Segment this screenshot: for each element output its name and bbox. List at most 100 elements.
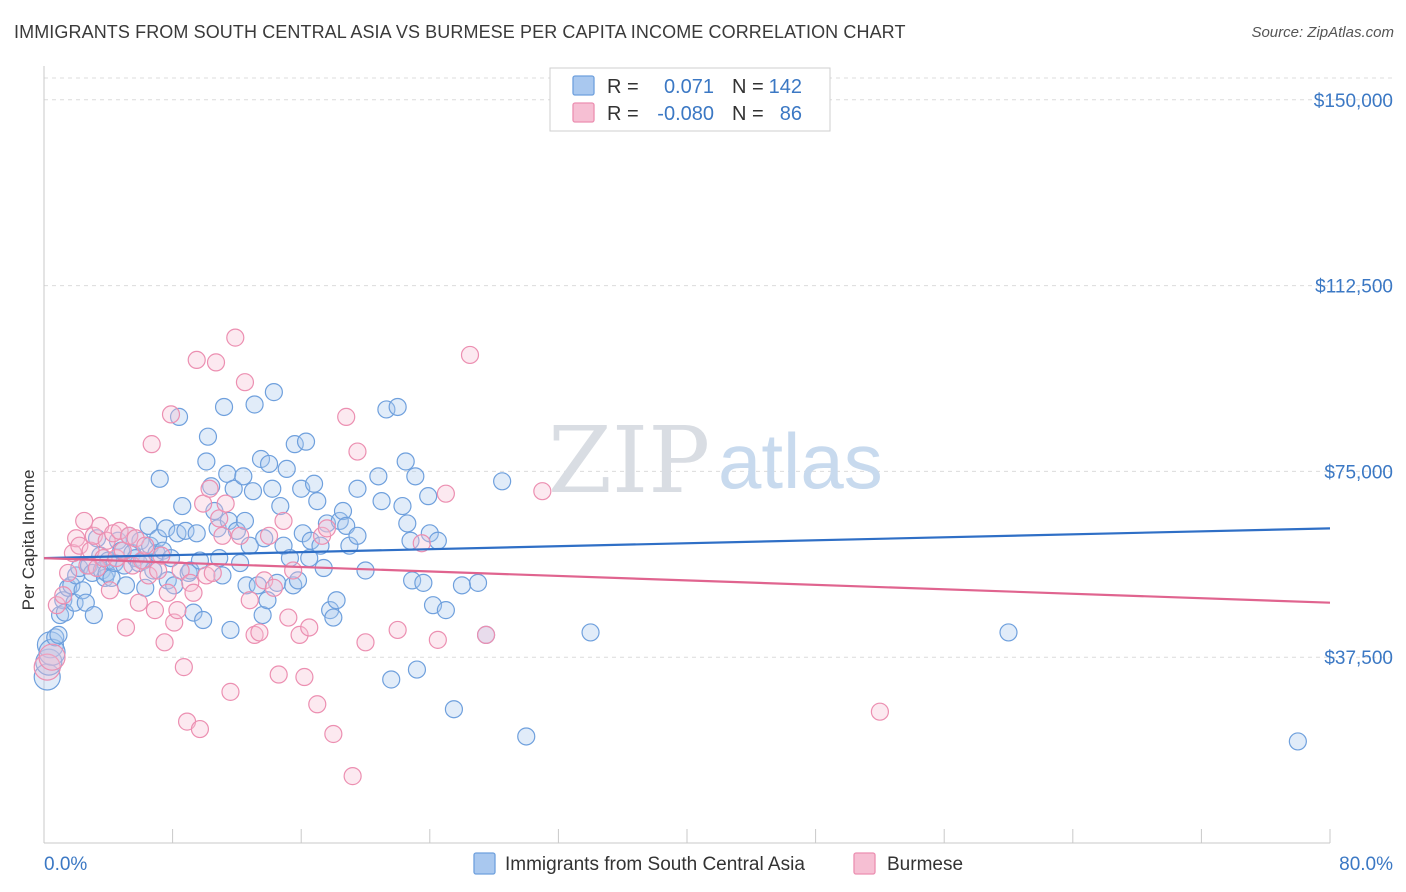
blue-point bbox=[84, 605, 103, 625]
pink-point bbox=[100, 581, 120, 600]
pink-point bbox=[259, 526, 279, 545]
blue-point bbox=[324, 608, 343, 627]
pink-point bbox=[126, 529, 145, 548]
blue-point bbox=[245, 395, 264, 414]
pink-point bbox=[870, 702, 890, 721]
blue-point bbox=[436, 601, 455, 620]
y-tick-label: $75,000 bbox=[1324, 462, 1393, 483]
pink-point bbox=[317, 519, 337, 538]
blue-point bbox=[327, 591, 346, 610]
legend-swatch-blue bbox=[572, 75, 595, 96]
watermark-atlas: atlas bbox=[718, 417, 883, 505]
blue-point bbox=[388, 397, 407, 417]
pink-trend-line bbox=[43, 556, 1331, 604]
blue-point bbox=[173, 496, 192, 516]
pink-point bbox=[97, 531, 116, 550]
legend-top-box bbox=[549, 67, 831, 132]
pink-point bbox=[308, 695, 327, 714]
chart-title: IMMIGRANTS FROM SOUTH CENTRAL ASIA VS BU… bbox=[14, 22, 906, 42]
blue-point bbox=[194, 610, 213, 630]
blue-point bbox=[372, 492, 391, 511]
legend-top: R = 0.071 N = 142 R = -0.080 N = 86 bbox=[549, 67, 831, 132]
pink-point bbox=[235, 373, 255, 392]
pink-point bbox=[168, 601, 187, 620]
blue-point bbox=[428, 531, 447, 550]
pink-point bbox=[300, 618, 319, 637]
blue-point bbox=[263, 479, 282, 498]
blue-point bbox=[517, 727, 536, 746]
pink-point bbox=[136, 536, 155, 555]
pink-point bbox=[348, 442, 367, 461]
pink-point bbox=[295, 667, 314, 687]
blue-point bbox=[396, 452, 415, 471]
x-tick-labels: 0.0% 80.0% bbox=[44, 854, 1393, 875]
blue-point bbox=[264, 383, 283, 402]
pink-point bbox=[343, 767, 362, 786]
blue-point bbox=[398, 514, 417, 533]
pink-point bbox=[213, 526, 232, 545]
blue-point bbox=[46, 628, 65, 647]
pink-point bbox=[274, 511, 293, 531]
pink-point bbox=[324, 724, 343, 744]
legend-n-value-blue: 142 bbox=[769, 76, 802, 98]
series-blue-points bbox=[33, 383, 1307, 751]
blue-point bbox=[187, 524, 206, 543]
blue-point bbox=[157, 519, 176, 538]
legend-bottom-swatch-blue bbox=[473, 852, 496, 875]
pink-point bbox=[269, 665, 288, 684]
blue-point bbox=[198, 427, 218, 446]
legend-r-label-blue: R = bbox=[607, 76, 639, 98]
pink-point bbox=[70, 536, 89, 555]
gridlines bbox=[44, 77, 1394, 658]
blue-point bbox=[1288, 732, 1307, 751]
pink-point bbox=[139, 566, 158, 585]
legend-n-value-pink: 86 bbox=[780, 103, 802, 125]
blue-point bbox=[296, 432, 316, 451]
pink-point bbox=[54, 586, 73, 605]
legend-bottom-swatch-pink bbox=[853, 852, 876, 875]
axes bbox=[43, 66, 1331, 844]
blue-point bbox=[377, 400, 396, 419]
pink-point bbox=[203, 563, 222, 583]
blue-point bbox=[50, 605, 70, 625]
pink-point bbox=[412, 534, 431, 553]
pink-point bbox=[149, 561, 168, 580]
pink-point bbox=[129, 593, 148, 612]
blue-point bbox=[419, 487, 438, 506]
legend-r-value-pink: -0.080 bbox=[657, 103, 714, 125]
pink-point bbox=[290, 625, 309, 644]
blue-point bbox=[259, 454, 279, 474]
pink-point bbox=[255, 571, 274, 590]
pink-point bbox=[533, 482, 552, 501]
pink-point bbox=[38, 643, 66, 671]
blue-point bbox=[176, 521, 195, 540]
pink-point bbox=[284, 561, 303, 580]
blue-point bbox=[999, 623, 1018, 642]
blue-point bbox=[243, 482, 263, 501]
blue-point bbox=[304, 474, 324, 493]
pink-point bbox=[161, 405, 181, 424]
pink-point bbox=[94, 548, 113, 568]
y-tick-label: $150,000 bbox=[1314, 91, 1393, 112]
pink-point bbox=[107, 548, 126, 568]
pink-point bbox=[216, 494, 235, 513]
blue-point bbox=[348, 479, 367, 498]
legend-r-label-pink: R = bbox=[607, 103, 639, 125]
blue-point bbox=[414, 573, 433, 592]
blue-point bbox=[348, 526, 367, 545]
legend-bottom-label-blue: Immigrants from South Central Asia bbox=[505, 854, 805, 875]
pink-point bbox=[250, 623, 269, 642]
blue-point bbox=[301, 531, 320, 550]
pink-point bbox=[184, 583, 203, 602]
blue-point bbox=[197, 452, 216, 471]
pink-point bbox=[428, 630, 447, 649]
blue-point bbox=[407, 660, 427, 679]
pink-point bbox=[200, 479, 219, 498]
y-axis-label: Per Capita Income bbox=[19, 470, 38, 611]
pink-point bbox=[145, 601, 165, 620]
pink-point bbox=[231, 526, 250, 545]
blue-point bbox=[49, 625, 68, 644]
blue-point bbox=[288, 571, 308, 590]
pink-point bbox=[226, 328, 245, 347]
